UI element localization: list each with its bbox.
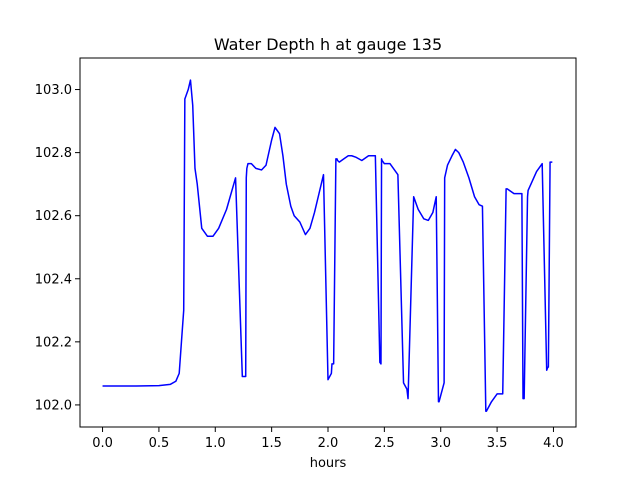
- y-tick-label: 103.0: [35, 83, 72, 98]
- x-axis-label: hours: [310, 456, 347, 471]
- x-tick-label: 3.5: [487, 436, 508, 451]
- y-tick-label: 102.0: [35, 398, 72, 413]
- x-tick-label: 2.0: [318, 436, 339, 451]
- chart-title: Water Depth h at gauge 135: [214, 35, 442, 54]
- y-axis: 102.0 102.2 102.4 102.6 102.8 103.0: [35, 83, 80, 413]
- x-tick-label: 2.5: [374, 436, 395, 451]
- y-tick-label: 102.2: [35, 335, 72, 350]
- y-tick-label: 102.6: [35, 209, 72, 224]
- x-tick-label: 1.5: [261, 436, 282, 451]
- series-group: [102, 79, 553, 412]
- x-tick-label: 0.5: [149, 436, 170, 451]
- x-tick-label: 1.0: [205, 436, 226, 451]
- x-tick-label: 0.0: [92, 436, 113, 451]
- y-tick-label: 102.4: [35, 272, 72, 287]
- x-tick-label: 4.0: [543, 436, 564, 451]
- series-line: [102, 79, 553, 412]
- x-tick-label: 3.0: [430, 436, 451, 451]
- x-axis: 0.0 0.5 1.0 1.5 2.0 2.5 3.0 3.5 4.0: [92, 427, 564, 451]
- y-tick-label: 102.8: [35, 146, 72, 161]
